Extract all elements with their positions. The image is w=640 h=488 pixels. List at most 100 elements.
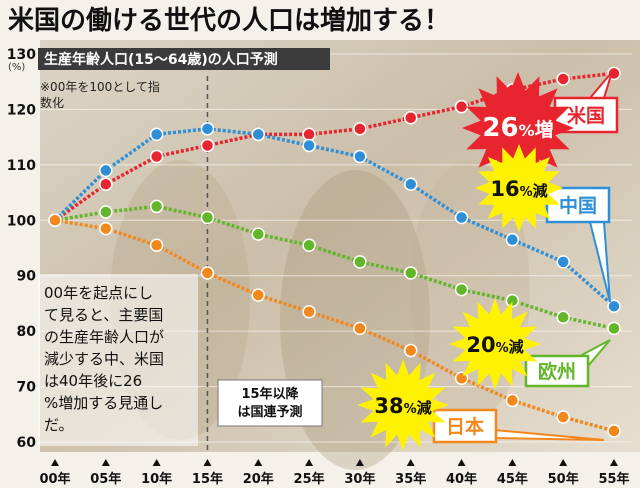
x-axis: 00年 05年 10年 15年 20年 25年 30年 35年 40年 45年 50年 55年: [39, 459, 630, 487]
data-point-japan: [149, 238, 164, 252]
data-point-china: [200, 122, 215, 136]
data-point-usa: [353, 122, 367, 136]
x-tick-marker: [254, 459, 263, 466]
change-label: 26%増: [482, 113, 553, 143]
index-note: ※00年を100として指数化: [40, 79, 160, 110]
x-tick-marker: [559, 459, 568, 466]
change-starburst: [449, 298, 541, 390]
data-point-europe: [607, 321, 621, 336]
change-label: 38%減: [374, 394, 431, 418]
data-point-china: [454, 210, 469, 225]
data-point-japan: [200, 266, 215, 280]
x-tick-marker: [152, 459, 161, 466]
y-tick-label: 100: [7, 213, 36, 229]
change-starburst: [462, 72, 574, 184]
data-point-japan: [607, 424, 621, 438]
data-point-usa: [403, 110, 418, 125]
subtitle: 生産年齢人口(15〜64歳)の人口予測: [44, 51, 278, 68]
change-label: 16%減: [490, 177, 547, 201]
data-point-europe: [99, 205, 113, 219]
y-tick-label: 60: [17, 435, 37, 451]
explanation-text: 00年を起点にして見ると、主要国の生産年齢人口が減少する中、米国は40年後に26…: [44, 284, 164, 434]
subtitle-box: [38, 48, 330, 70]
data-point-europe: [149, 199, 164, 214]
callout-japan: 日本 38%減: [357, 359, 605, 451]
data-point-japan: [403, 343, 418, 358]
x-tick-marker: [101, 459, 110, 466]
x-tick-marker: [305, 459, 314, 466]
data-point-europe: [302, 238, 316, 252]
y-tick-label: 110: [7, 158, 36, 174]
labels-layer: 米国 26%増中国 16%減欧州 20%減日本 38%減: [357, 71, 619, 451]
y-tick-label: 90: [17, 269, 37, 285]
callout-usa: 米国 26%増: [462, 71, 619, 184]
x-tick-marker: [406, 459, 415, 466]
x-tick-label: 45年: [497, 471, 528, 487]
series-label-box: [545, 186, 611, 224]
data-point-japan: [48, 213, 62, 228]
data-point-usa: [556, 72, 570, 86]
data-point-china: [607, 299, 621, 313]
series-label: 欧州: [538, 360, 576, 383]
data-point-china: [353, 149, 367, 164]
data-point-usa: [200, 138, 215, 153]
data-point-japan: [353, 321, 367, 336]
data-point-europe: [251, 227, 266, 241]
data-point-europe: [353, 255, 367, 269]
data-point-china: [505, 232, 520, 247]
data-point-china: [403, 177, 418, 192]
x-tick-label: 20年: [243, 471, 274, 487]
y-axis: 60 70 80 90 100 110 120 130: [7, 47, 36, 451]
series-line-europe: [54, 204, 615, 331]
chart-title: 米国の働ける世代の人口は増加する！: [8, 6, 450, 36]
x-tick-label: 55年: [598, 471, 629, 487]
data-point-europe: [556, 310, 570, 325]
forecast-label-box: [217, 379, 323, 427]
x-tick-label: 00年: [39, 471, 70, 487]
x-tick-label: 25年: [294, 471, 325, 487]
x-tick-label: 10年: [141, 471, 172, 487]
y-tick-label: 80: [17, 324, 37, 340]
x-tick-label: 30年: [344, 471, 375, 487]
x-tick-marker: [203, 459, 212, 466]
y-tick-label: 70: [17, 380, 37, 396]
data-point-china: [149, 127, 164, 142]
series-line-japan: [54, 218, 615, 433]
callout-europe: 欧州 20%減: [449, 298, 611, 390]
x-tick-label: 15年: [192, 471, 223, 487]
forecast-label: 15年以降は国連予測: [237, 386, 302, 420]
data-point-usa: [302, 127, 316, 142]
callout-china: 中国 16%減: [475, 144, 611, 303]
x-tick-label: 35年: [395, 471, 426, 487]
data-point-japan: [505, 393, 520, 408]
x-tick-label: 40年: [446, 471, 477, 487]
y-tick-label: 130: [7, 47, 36, 63]
data-point-europe: [505, 293, 520, 308]
x-tick-marker: [51, 459, 59, 466]
x-tick-marker: [457, 459, 466, 466]
series-label: 中国: [559, 194, 597, 217]
data-point-usa: [454, 99, 469, 114]
change-label: 20%減: [466, 333, 523, 357]
data-point-china: [99, 163, 113, 178]
data-point-usa: [149, 149, 164, 164]
x-tick-marker: [355, 459, 364, 466]
x-tick-marker: [610, 459, 618, 466]
change-starburst: [475, 144, 563, 232]
series-label: 米国: [567, 104, 605, 127]
change-starburst: [357, 359, 449, 451]
explanation-box: [38, 274, 198, 446]
data-point-china: [302, 138, 316, 153]
series-label: 日本: [446, 415, 484, 438]
data-point-europe: [200, 210, 215, 225]
series-layer: [48, 66, 621, 438]
x-tick-label: 50年: [548, 471, 579, 487]
data-point-usa: [99, 177, 113, 192]
x-tick-label: 05年: [90, 471, 121, 487]
data-point-china: [251, 127, 266, 142]
y-unit-label: (%): [8, 62, 25, 73]
y-tick-label: 120: [7, 102, 36, 118]
data-point-japan: [99, 221, 113, 236]
